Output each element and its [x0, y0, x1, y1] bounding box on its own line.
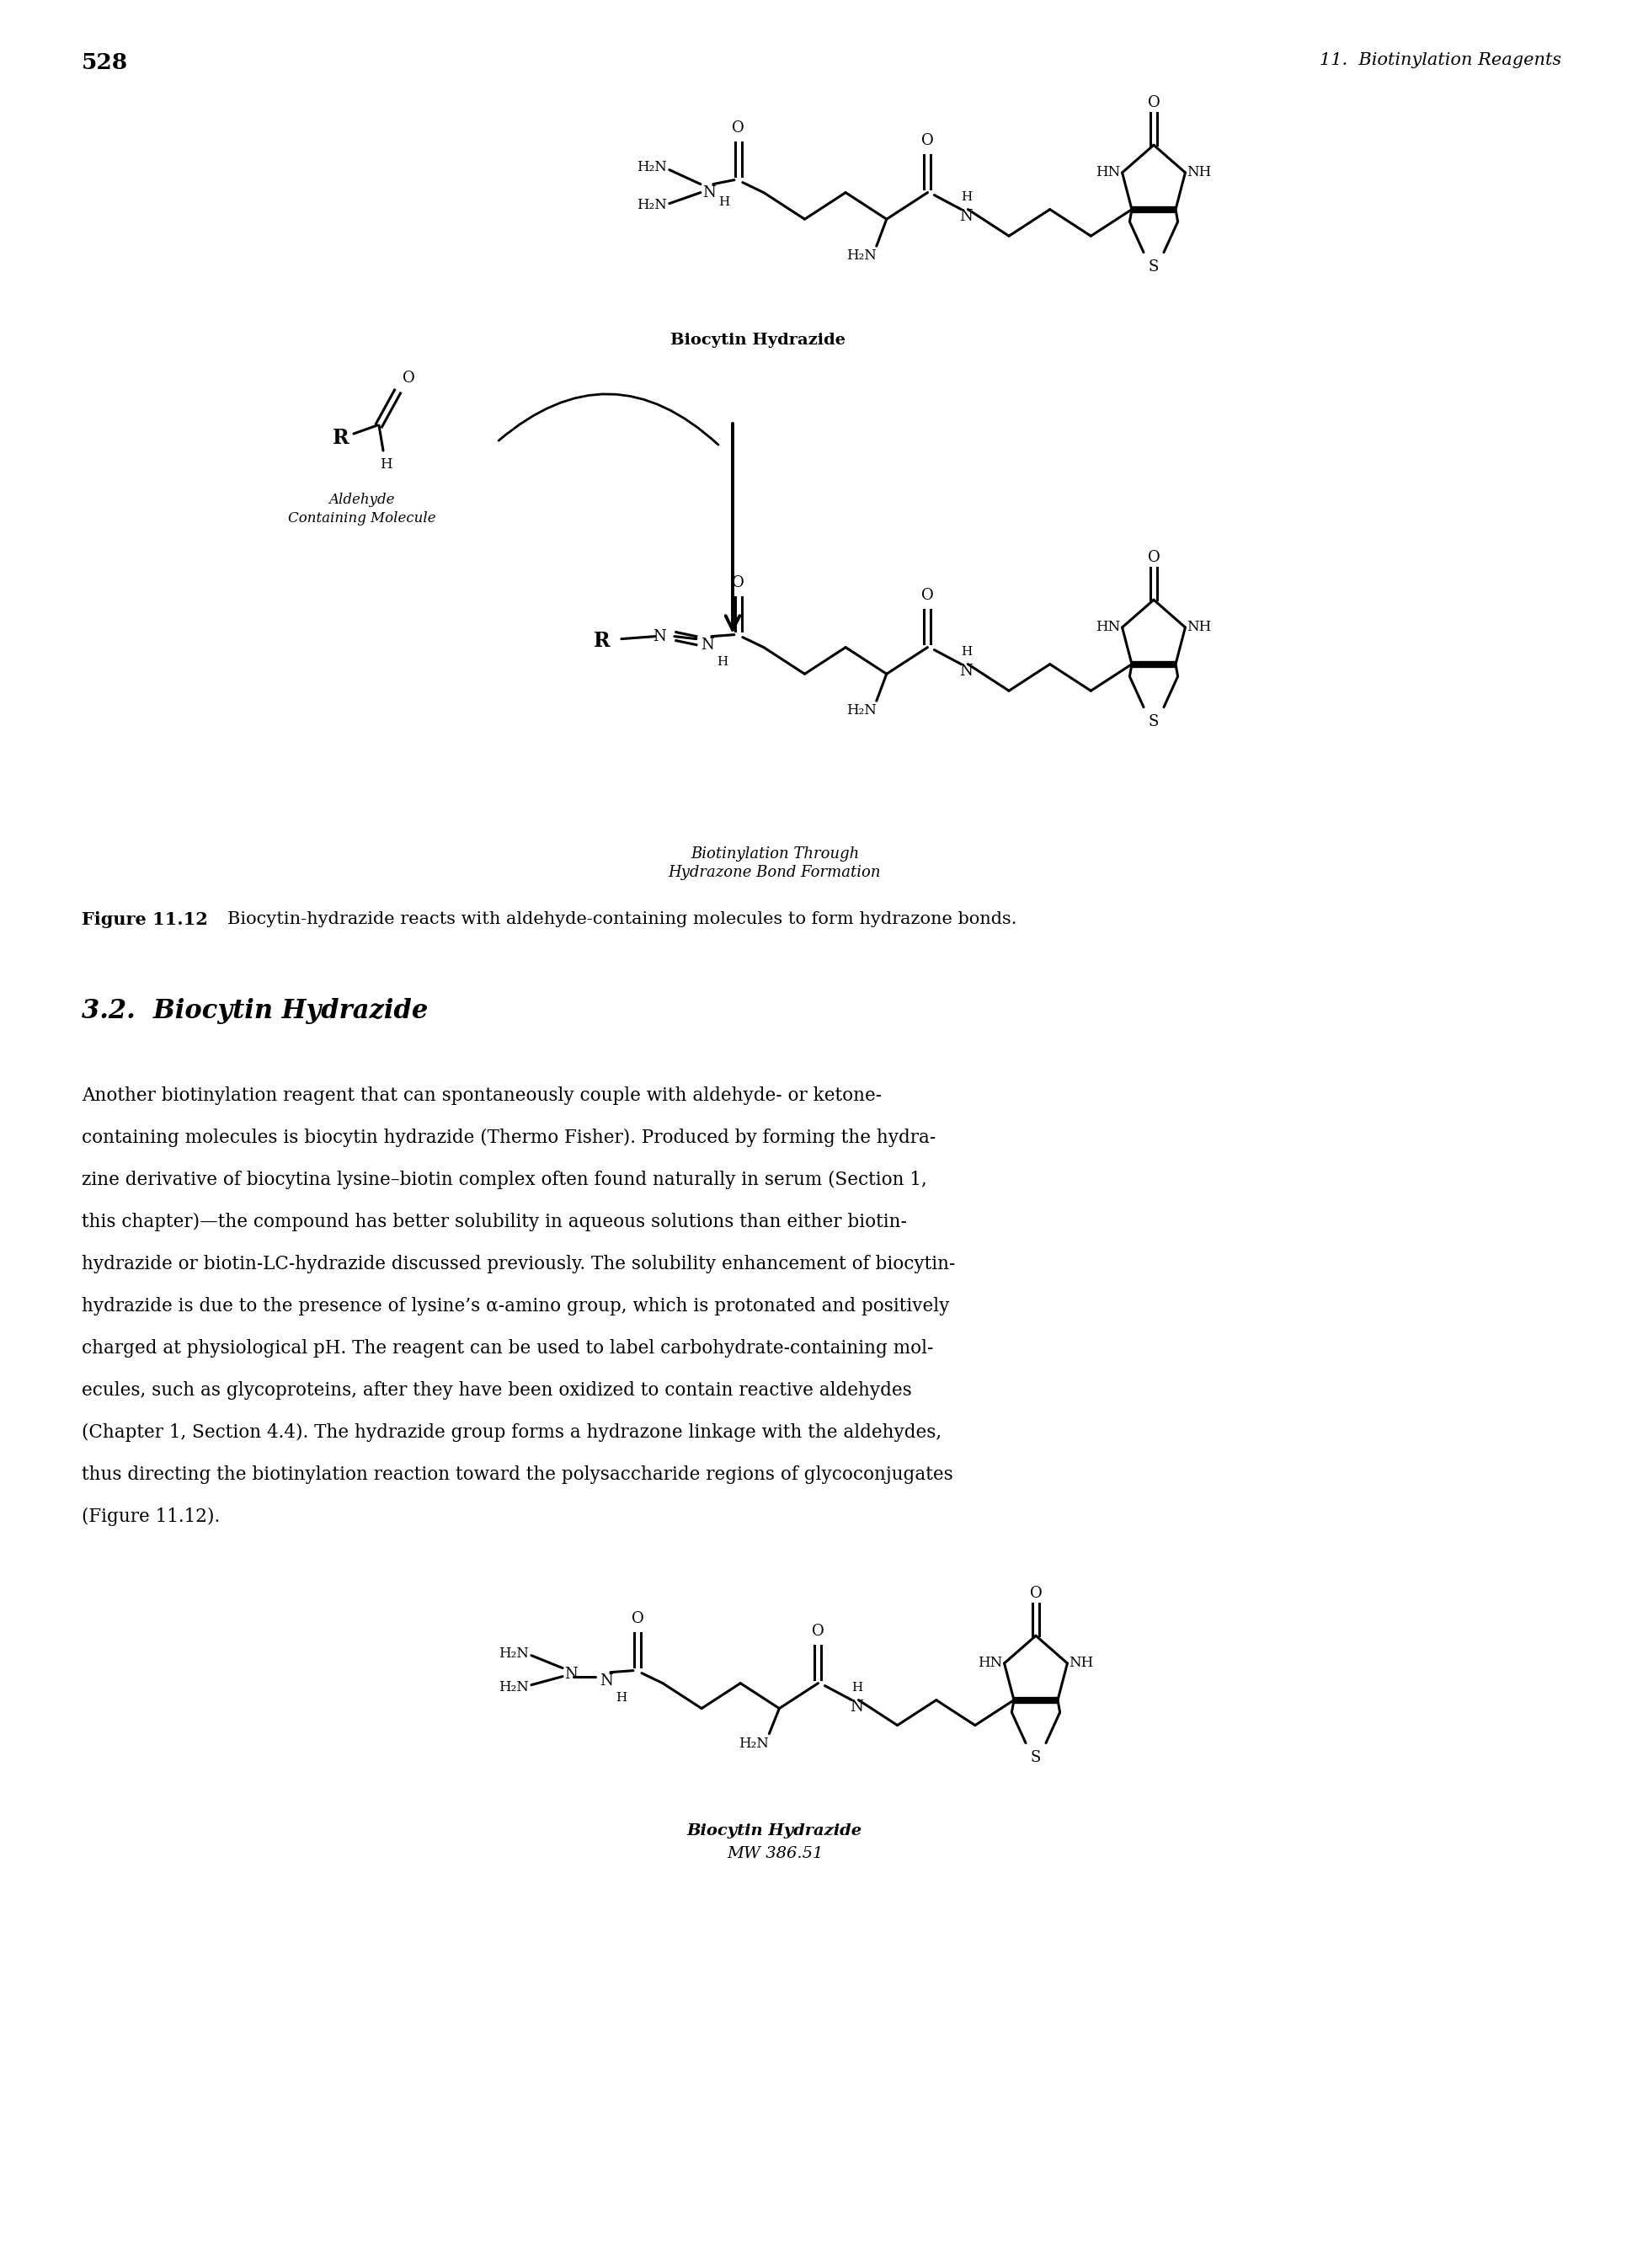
Text: O: O — [1147, 551, 1160, 565]
Text: H₂N: H₂N — [636, 197, 667, 213]
Text: O: O — [812, 1624, 825, 1637]
Text: S: S — [1148, 714, 1158, 728]
Text: 3.2.  Biocytin Hydrazide: 3.2. Biocytin Hydrazide — [82, 998, 429, 1025]
Text: R: R — [593, 631, 611, 651]
Text: HN: HN — [978, 1656, 1002, 1672]
Text: N: N — [960, 662, 973, 678]
Text: ecules, such as glycoproteins, after they have been oxidized to contain reactive: ecules, such as glycoproteins, after the… — [82, 1381, 912, 1399]
Text: H: H — [961, 646, 973, 658]
Text: H: H — [961, 191, 973, 202]
Text: N: N — [652, 628, 665, 644]
Text: H: H — [716, 655, 728, 667]
Text: H₂N: H₂N — [498, 1647, 529, 1660]
Text: N: N — [849, 1699, 864, 1715]
Text: H: H — [616, 1692, 626, 1703]
Text: H: H — [851, 1681, 863, 1694]
Text: N: N — [600, 1674, 613, 1687]
Text: O: O — [733, 120, 744, 136]
Text: H: H — [718, 195, 729, 209]
Text: hydrazide or biotin-LC-hydrazide discussed previously. The solubility enhancemen: hydrazide or biotin-LC-hydrazide discuss… — [82, 1254, 955, 1272]
Text: Another biotinylation reagent that can spontaneously couple with aldehyde- or ke: Another biotinylation reagent that can s… — [82, 1086, 882, 1105]
Text: R: R — [332, 429, 350, 449]
Text: HN: HN — [1096, 166, 1121, 179]
Text: NH: NH — [1070, 1656, 1094, 1672]
Text: (Figure 11.12).: (Figure 11.12). — [82, 1508, 220, 1526]
Text: H: H — [380, 458, 391, 472]
Text: O: O — [403, 370, 416, 386]
Text: N: N — [564, 1667, 578, 1681]
Text: S: S — [1030, 1749, 1042, 1765]
Text: Biotinylation Through: Biotinylation Through — [690, 846, 859, 862]
Text: Biocytin-hydrazide reacts with aldehyde-containing molecules to form hydrazone b: Biocytin-hydrazide reacts with aldehyde-… — [227, 912, 1017, 928]
Text: O: O — [1030, 1585, 1042, 1601]
Text: thus directing the biotinylation reaction toward the polysaccharide regions of g: thus directing the biotinylation reactio… — [82, 1465, 953, 1483]
Text: Biocytin Hydrazide: Biocytin Hydrazide — [670, 333, 846, 347]
Text: NH: NH — [1186, 619, 1211, 635]
Text: 528: 528 — [82, 52, 128, 73]
Text: Aldehyde: Aldehyde — [329, 492, 396, 508]
Text: O: O — [922, 134, 933, 147]
Text: N: N — [702, 186, 716, 200]
Text: this chapter)—the compound has better solubility in aqueous solutions than eithe: this chapter)—the compound has better so… — [82, 1213, 907, 1232]
Text: N: N — [960, 209, 973, 225]
Text: Biocytin Hydrazide: Biocytin Hydrazide — [687, 1823, 863, 1839]
Text: HN: HN — [1096, 619, 1121, 635]
Text: H₂N: H₂N — [739, 1737, 769, 1751]
Text: Figure 11.12: Figure 11.12 — [82, 912, 209, 928]
Text: H₂N: H₂N — [636, 161, 667, 175]
Text: Hydrazone Bond Formation: Hydrazone Bond Formation — [669, 864, 881, 880]
Text: O: O — [733, 574, 744, 590]
Text: N: N — [700, 637, 715, 653]
Text: zine derivative of biocytina lysine–biotin complex often found naturally in seru: zine derivative of biocytina lysine–biot… — [82, 1170, 927, 1188]
Text: 11.  Biotinylation Reagents: 11. Biotinylation Reagents — [1319, 52, 1561, 68]
Text: O: O — [922, 587, 933, 603]
Text: NH: NH — [1186, 166, 1211, 179]
Text: H₂N: H₂N — [846, 703, 876, 717]
Text: hydrazide is due to the presence of lysine’s α-amino group, which is protonated : hydrazide is due to the presence of lysi… — [82, 1297, 950, 1315]
Text: Containing Molecule: Containing Molecule — [288, 510, 435, 526]
Text: H₂N: H₂N — [846, 249, 876, 263]
Text: O: O — [1147, 95, 1160, 111]
Text: containing molecules is biocytin hydrazide (Thermo Fisher). Produced by forming : containing molecules is biocytin hydrazi… — [82, 1129, 937, 1148]
Text: H₂N: H₂N — [498, 1681, 529, 1694]
Text: (Chapter 1, Section 4.4). The hydrazide group forms a hydrazone linkage with the: (Chapter 1, Section 4.4). The hydrazide … — [82, 1424, 941, 1442]
Text: charged at physiological pH. The reagent can be used to label carbohydrate-conta: charged at physiological pH. The reagent… — [82, 1338, 933, 1359]
Text: O: O — [631, 1610, 644, 1626]
FancyArrowPatch shape — [498, 395, 718, 445]
Text: MW 386.51: MW 386.51 — [726, 1846, 823, 1862]
Text: S: S — [1148, 259, 1158, 274]
